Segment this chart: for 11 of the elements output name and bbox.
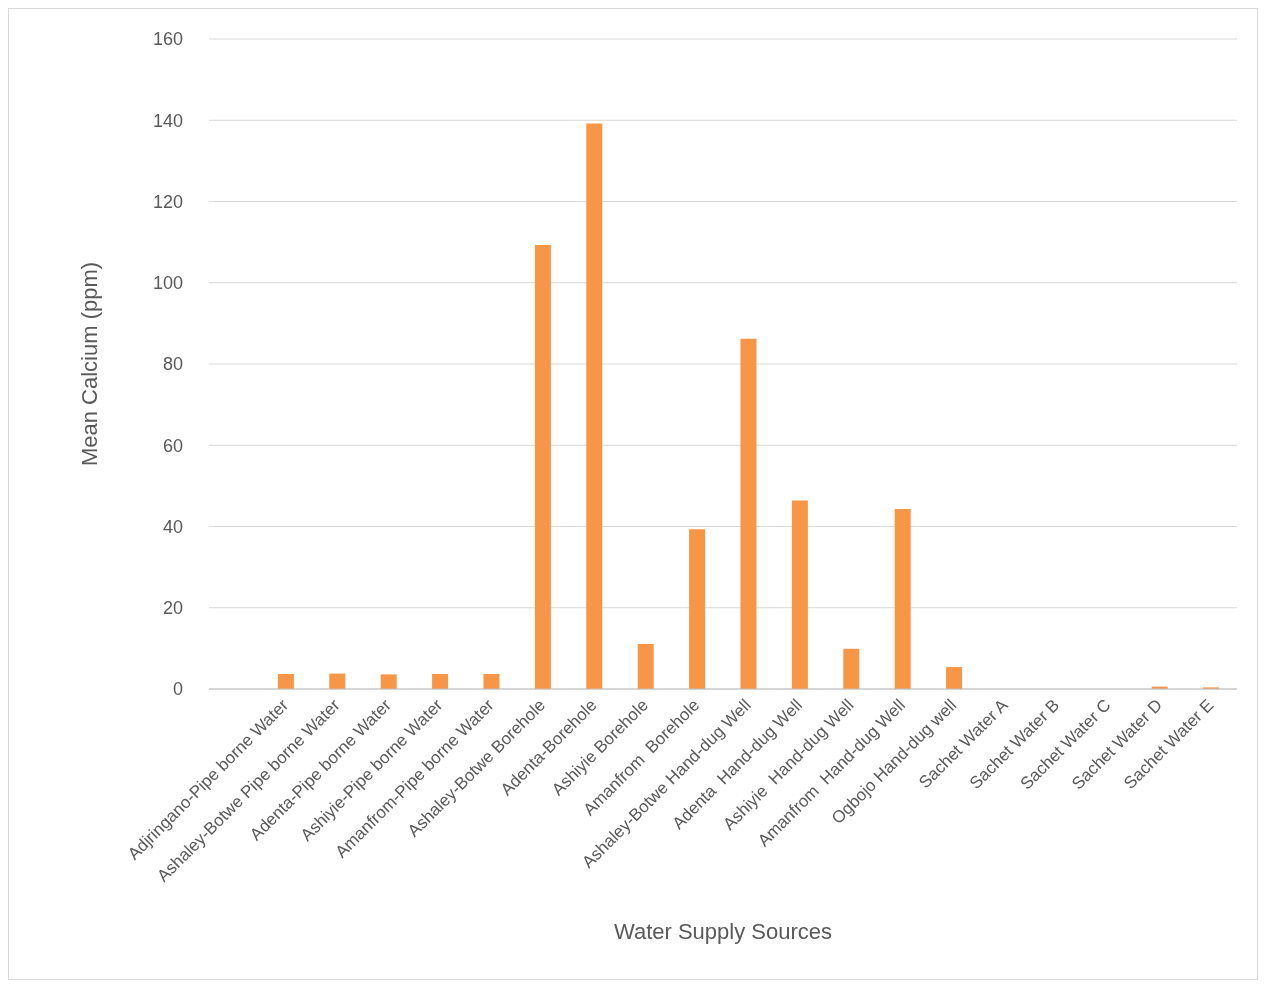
- y-tick-label: 100: [152, 273, 183, 294]
- x-axis-title: Water Supply Sources: [613, 919, 833, 944]
- y-tick-label: 20: [162, 598, 183, 619]
- y-tick-label: 120: [152, 191, 183, 212]
- y-tick-label: 160: [152, 29, 183, 50]
- y-tick-label: 80: [162, 354, 183, 375]
- y-axis-title: Mean Calcium (ppm): [76, 261, 102, 467]
- y-tick-label: 60: [162, 435, 183, 456]
- y-tick-label: 0: [172, 679, 183, 700]
- y-tick-label: 140: [152, 110, 183, 131]
- y-tick-label: 40: [162, 516, 183, 537]
